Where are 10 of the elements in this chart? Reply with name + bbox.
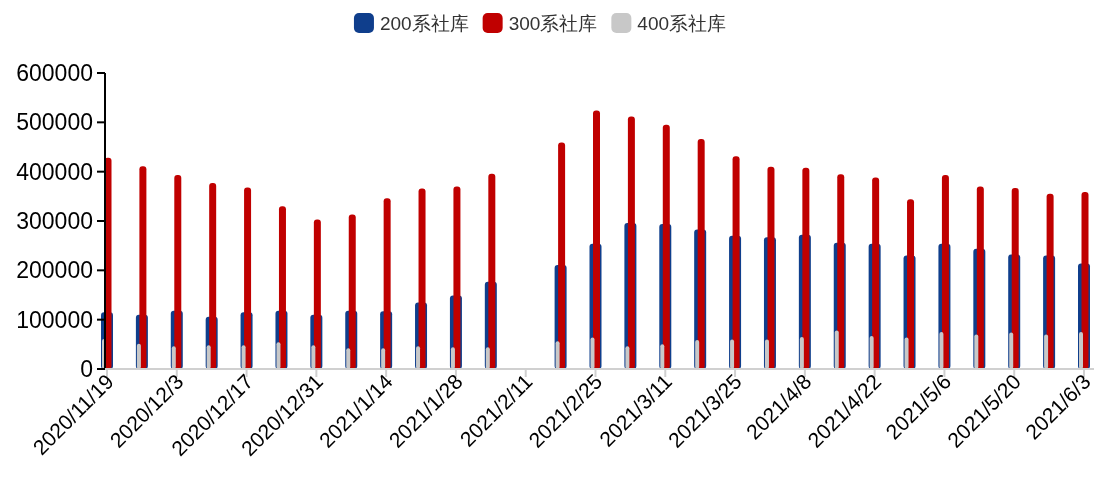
legend-label: 300系社库 [508,13,598,34]
y-tick-label: 300000 [16,208,93,234]
y-tick-label: 0 [80,356,93,382]
y-tick-label: 500000 [16,109,93,136]
legend-label: 200系社库 [379,13,469,34]
legend-label: 400系社库 [637,13,727,34]
y-tick-label: 600000 [16,60,93,86]
y-tick-label: 400000 [16,158,93,185]
y-tick-label: 200000 [16,257,93,284]
y-tick-label: 100000 [16,306,93,333]
